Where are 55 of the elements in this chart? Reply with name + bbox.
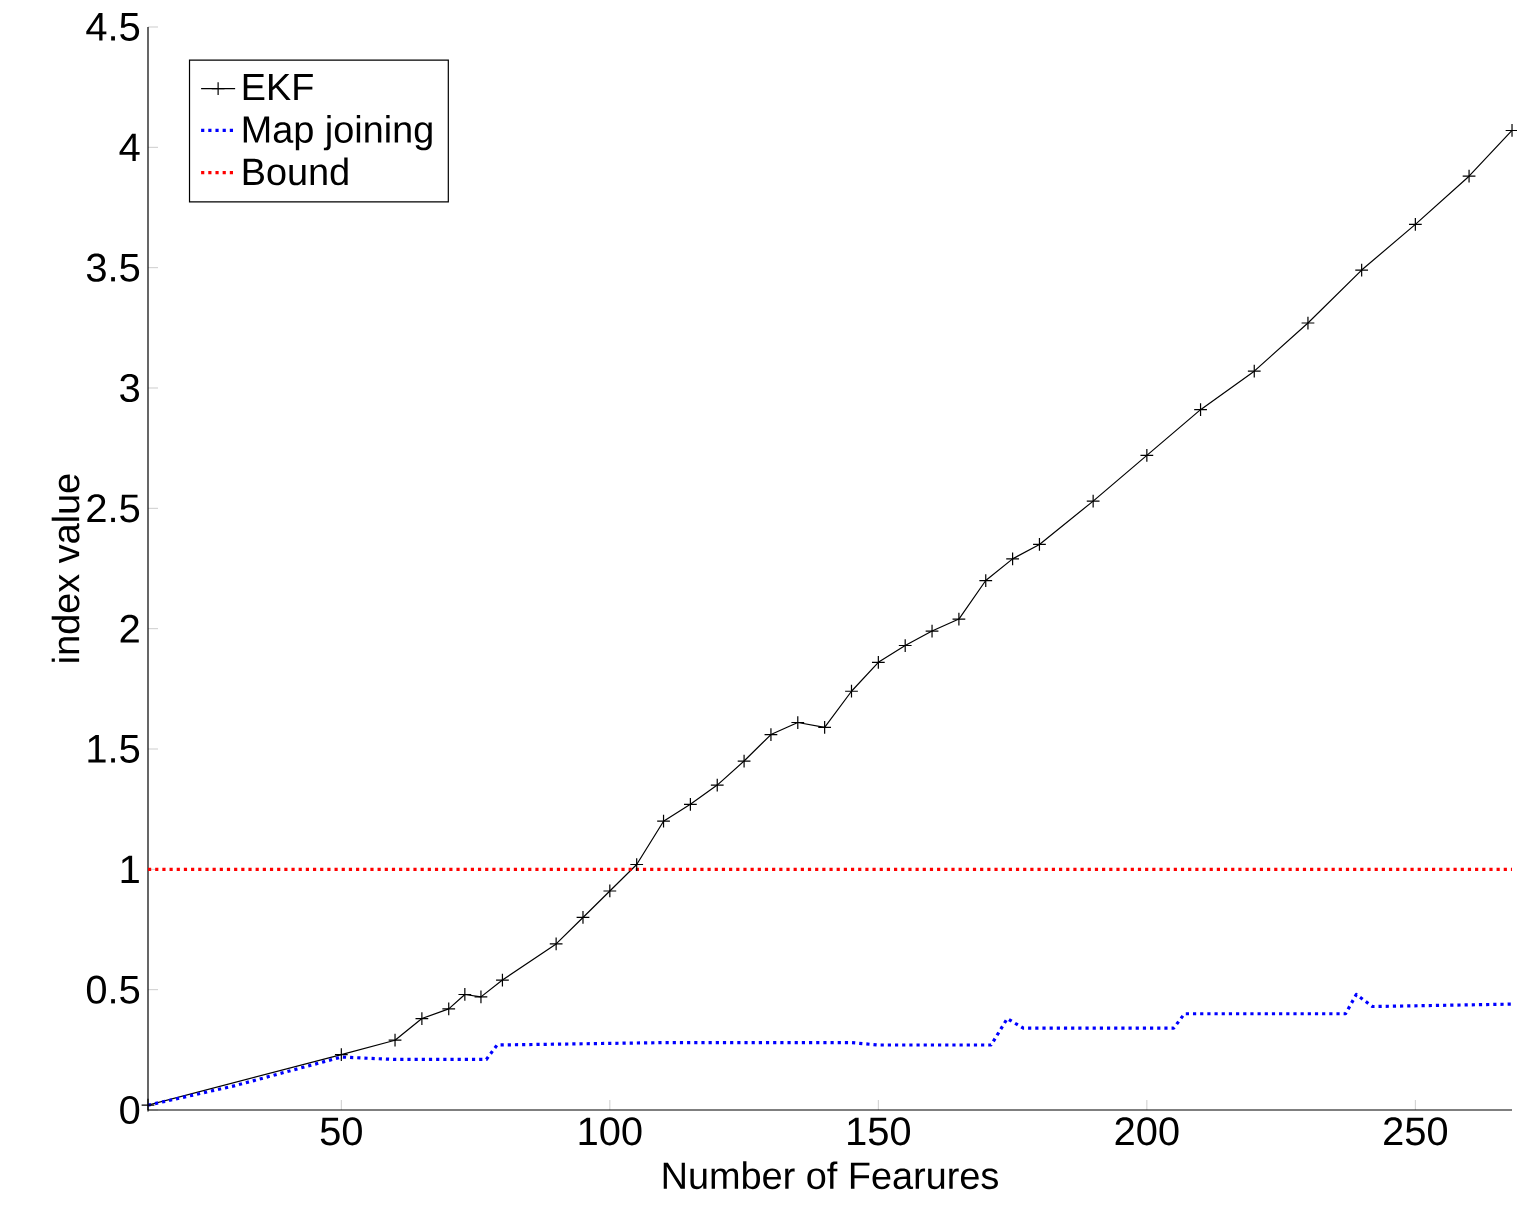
- point: [1408, 217, 1423, 232]
- legend-label: EKF: [243, 74, 313, 101]
- point: [844, 684, 859, 699]
- point: [1005, 551, 1020, 566]
- point: [737, 754, 752, 769]
- y-tick-label: 1.5: [88, 735, 140, 763]
- y-tick-label: 3: [120, 373, 140, 403]
- y-tick-label: 0: [120, 1095, 140, 1125]
- point: [388, 1033, 403, 1048]
- point: [334, 1047, 349, 1062]
- y-axis-title: index value: [51, 474, 80, 662]
- point: [978, 573, 993, 588]
- point: [790, 715, 805, 730]
- point: [473, 989, 488, 1004]
- x-axis-title: Number of Fearures: [663, 1161, 998, 1190]
- point: [951, 612, 966, 627]
- x-tick-label: 50: [320, 1117, 362, 1146]
- point: [656, 814, 671, 829]
- point: [710, 778, 725, 793]
- point: [457, 987, 472, 1002]
- y-tick-label: 4.5: [86, 13, 140, 41]
- point: [817, 720, 832, 735]
- point: [898, 638, 913, 653]
- y-tick-label: 0.5: [86, 975, 140, 1004]
- y-tick-label: 2: [120, 614, 139, 643]
- point: [1193, 402, 1208, 417]
- point: [1139, 448, 1154, 463]
- point: [629, 857, 644, 872]
- point: [683, 797, 698, 812]
- y-tick-label: 1: [121, 855, 139, 884]
- point: [1086, 494, 1101, 509]
- x-tick-label: 200: [1115, 1117, 1179, 1146]
- point: [1354, 263, 1369, 278]
- point: [441, 1001, 456, 1016]
- x-tick-label: 150: [848, 1117, 911, 1146]
- legend-label: Map joining: [243, 115, 432, 151]
- point: [763, 727, 778, 742]
- y-tick-label: 4: [119, 133, 140, 162]
- point: [1032, 537, 1047, 552]
- x-tick-label: 100: [579, 1117, 642, 1146]
- y-tick-label: 2.5: [87, 494, 140, 523]
- y-tick-label: 3.5: [86, 253, 140, 282]
- x-tick-label: 250: [1384, 1117, 1448, 1146]
- point: [925, 624, 940, 639]
- point: [495, 973, 510, 988]
- point: [549, 936, 564, 951]
- point: [602, 884, 617, 898]
- legend-label: Bound: [243, 157, 348, 186]
- line-series: [148, 992, 1513, 1107]
- point: [414, 1011, 429, 1026]
- point: [1462, 169, 1477, 184]
- point: [871, 655, 886, 670]
- point: [1300, 316, 1315, 330]
- point: [1247, 364, 1262, 379]
- point: [576, 910, 590, 925]
